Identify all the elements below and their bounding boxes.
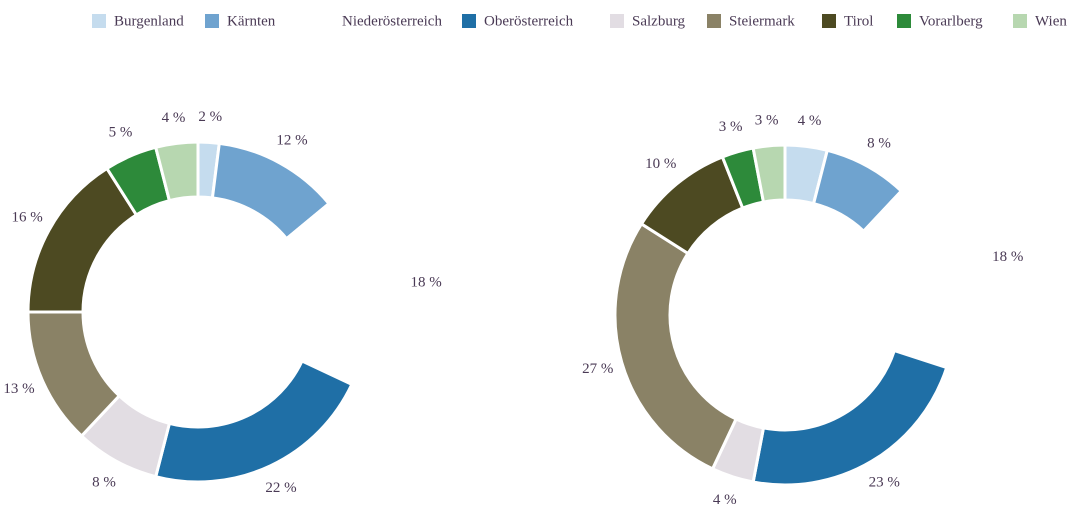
data-label: 23 % — [869, 474, 900, 490]
legend-swatch — [610, 14, 624, 28]
legend-swatch — [462, 14, 476, 28]
data-label: 2 % — [198, 109, 222, 125]
data-label: 12 % — [276, 133, 307, 149]
donut-segment — [284, 201, 370, 387]
legend-label: Burgenland — [114, 13, 184, 29]
data-label: 18 % — [411, 275, 442, 291]
donut-segment — [751, 348, 949, 487]
data-label: 4 % — [162, 110, 186, 126]
data-label: 3 % — [755, 112, 779, 128]
legend-label: Salzburg — [632, 13, 686, 29]
legend-swatch — [205, 14, 219, 28]
legend-label: Kärnten — [227, 13, 276, 29]
legend-swatch — [822, 14, 836, 28]
data-label: 22 % — [265, 480, 296, 496]
legend-swatch — [92, 14, 106, 28]
data-label: 27 % — [582, 361, 613, 377]
data-label: 3 % — [719, 119, 743, 135]
data-label: 13 % — [3, 381, 34, 397]
legend-swatch — [707, 14, 721, 28]
donut-segment — [861, 188, 957, 370]
donut-segment — [751, 143, 787, 204]
data-label: 16 % — [11, 209, 42, 225]
legend-label: Vorarlberg — [919, 13, 983, 29]
legend-label: Wien — [1035, 13, 1067, 29]
data-label: 8 % — [867, 136, 891, 152]
data-label: 8 % — [92, 474, 116, 490]
data-label: 5 % — [109, 124, 133, 140]
data-label: 10 % — [645, 156, 676, 172]
donut-segment — [613, 221, 739, 471]
donut-segment — [153, 140, 200, 203]
legend-label: Oberösterreich — [484, 13, 574, 29]
legend-swatch — [320, 14, 334, 28]
donut-segment — [153, 358, 354, 484]
legend-label: Steiermark — [729, 13, 795, 29]
legend-swatch — [1013, 14, 1027, 28]
data-label: 18 % — [992, 249, 1023, 265]
legend-label: Niederösterreich — [342, 13, 442, 29]
data-label: 4 % — [798, 113, 822, 129]
legend-label: Tirol — [844, 13, 873, 29]
data-label: 4 % — [713, 492, 737, 507]
legend-swatch — [897, 14, 911, 28]
